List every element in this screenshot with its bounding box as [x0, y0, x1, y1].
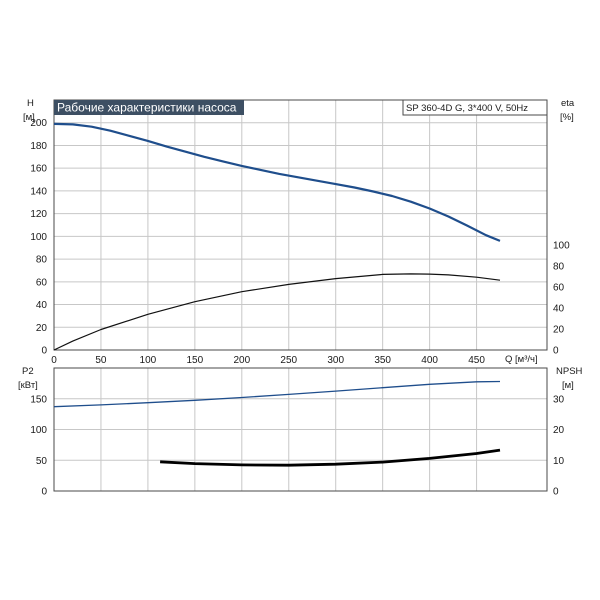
p2-tick-label: 50 — [36, 456, 48, 467]
head-tick-label: 0 — [41, 346, 47, 357]
head-tick-label: 20 — [36, 323, 48, 334]
top-plot-series — [53, 122, 501, 351]
head-tick-label: 160 — [30, 164, 47, 175]
bottom-plot-frame — [53, 367, 548, 492]
x-tick-label: 150 — [187, 355, 204, 366]
eta-tick-label: 40 — [553, 304, 565, 315]
eta-tick-label: 100 — [553, 241, 570, 252]
head-tick-label: 100 — [30, 232, 47, 243]
p2-axis-unit: [кВт] — [18, 380, 38, 391]
tick-labels: 0 50 100 150 200 250 300 350 400 4500204060801001… — [30, 118, 570, 497]
eta-axis-unit: [%] — [560, 112, 574, 123]
eta-tick-label: 0 — [553, 346, 559, 357]
x-tick-label: 300 — [327, 355, 344, 366]
eta-axis-label: eta — [561, 98, 575, 109]
bottom-plot-grid — [53, 368, 547, 492]
chart-title: Рабочие характеристики насоса — [57, 101, 237, 115]
p2-tick-label: 150 — [30, 394, 47, 405]
eta-tick-label: 80 — [553, 262, 565, 273]
x-tick-label: 100 — [140, 355, 157, 366]
head-tick-label: 40 — [36, 300, 48, 311]
npsh-axis-unit: [м] — [562, 380, 574, 391]
eta-tick-label: 60 — [553, 283, 565, 294]
top-plot-grid — [53, 100, 547, 351]
q-axis-label: Q [м³/ч] — [505, 354, 538, 365]
x-tick-label: 400 — [421, 355, 438, 366]
head-tick-label: 200 — [30, 118, 47, 129]
chart-subtitle: SP 360-4D G, 3*400 V, 50Hz — [406, 103, 528, 114]
head-tick-label: 180 — [30, 141, 47, 152]
npsh-tick-label: 30 — [553, 394, 565, 405]
npsh-axis-label: NPSH — [556, 366, 583, 377]
chart-subtitle-box — [402, 99, 548, 116]
p2-tick-label: 0 — [41, 487, 47, 498]
head-tick-label: 60 — [36, 277, 48, 288]
head-axis-label: H — [27, 98, 34, 109]
p2-axis-label: P2 — [22, 366, 34, 377]
x-tick-label: 450 — [468, 355, 485, 366]
efficiency-curve — [53, 273, 501, 351]
head-tick-label: 120 — [30, 209, 47, 220]
head-curve — [53, 122, 501, 242]
npsh-curve — [160, 448, 501, 467]
top-plot-frame — [53, 99, 548, 351]
npsh-tick-label: 20 — [553, 425, 565, 436]
x-tick-label: 350 — [374, 355, 391, 366]
npsh-tick-label: 10 — [553, 456, 565, 467]
bottom-plot-series — [53, 380, 501, 467]
x-tick-label: 0 — [51, 355, 57, 366]
x-tick-label: 250 — [280, 355, 297, 366]
eta-tick-label: 20 — [553, 325, 565, 336]
chart-title-background — [54, 100, 244, 115]
head-axis-unit: [м] — [23, 112, 35, 123]
x-tick-label: 200 — [233, 355, 250, 366]
p2-tick-label: 100 — [30, 425, 47, 436]
head-tick-label: 80 — [36, 255, 48, 266]
power-p2-curve — [53, 380, 501, 408]
npsh-tick-label: 0 — [553, 487, 559, 498]
x-tick-label: 50 — [95, 355, 107, 366]
head-tick-label: 140 — [30, 186, 47, 197]
